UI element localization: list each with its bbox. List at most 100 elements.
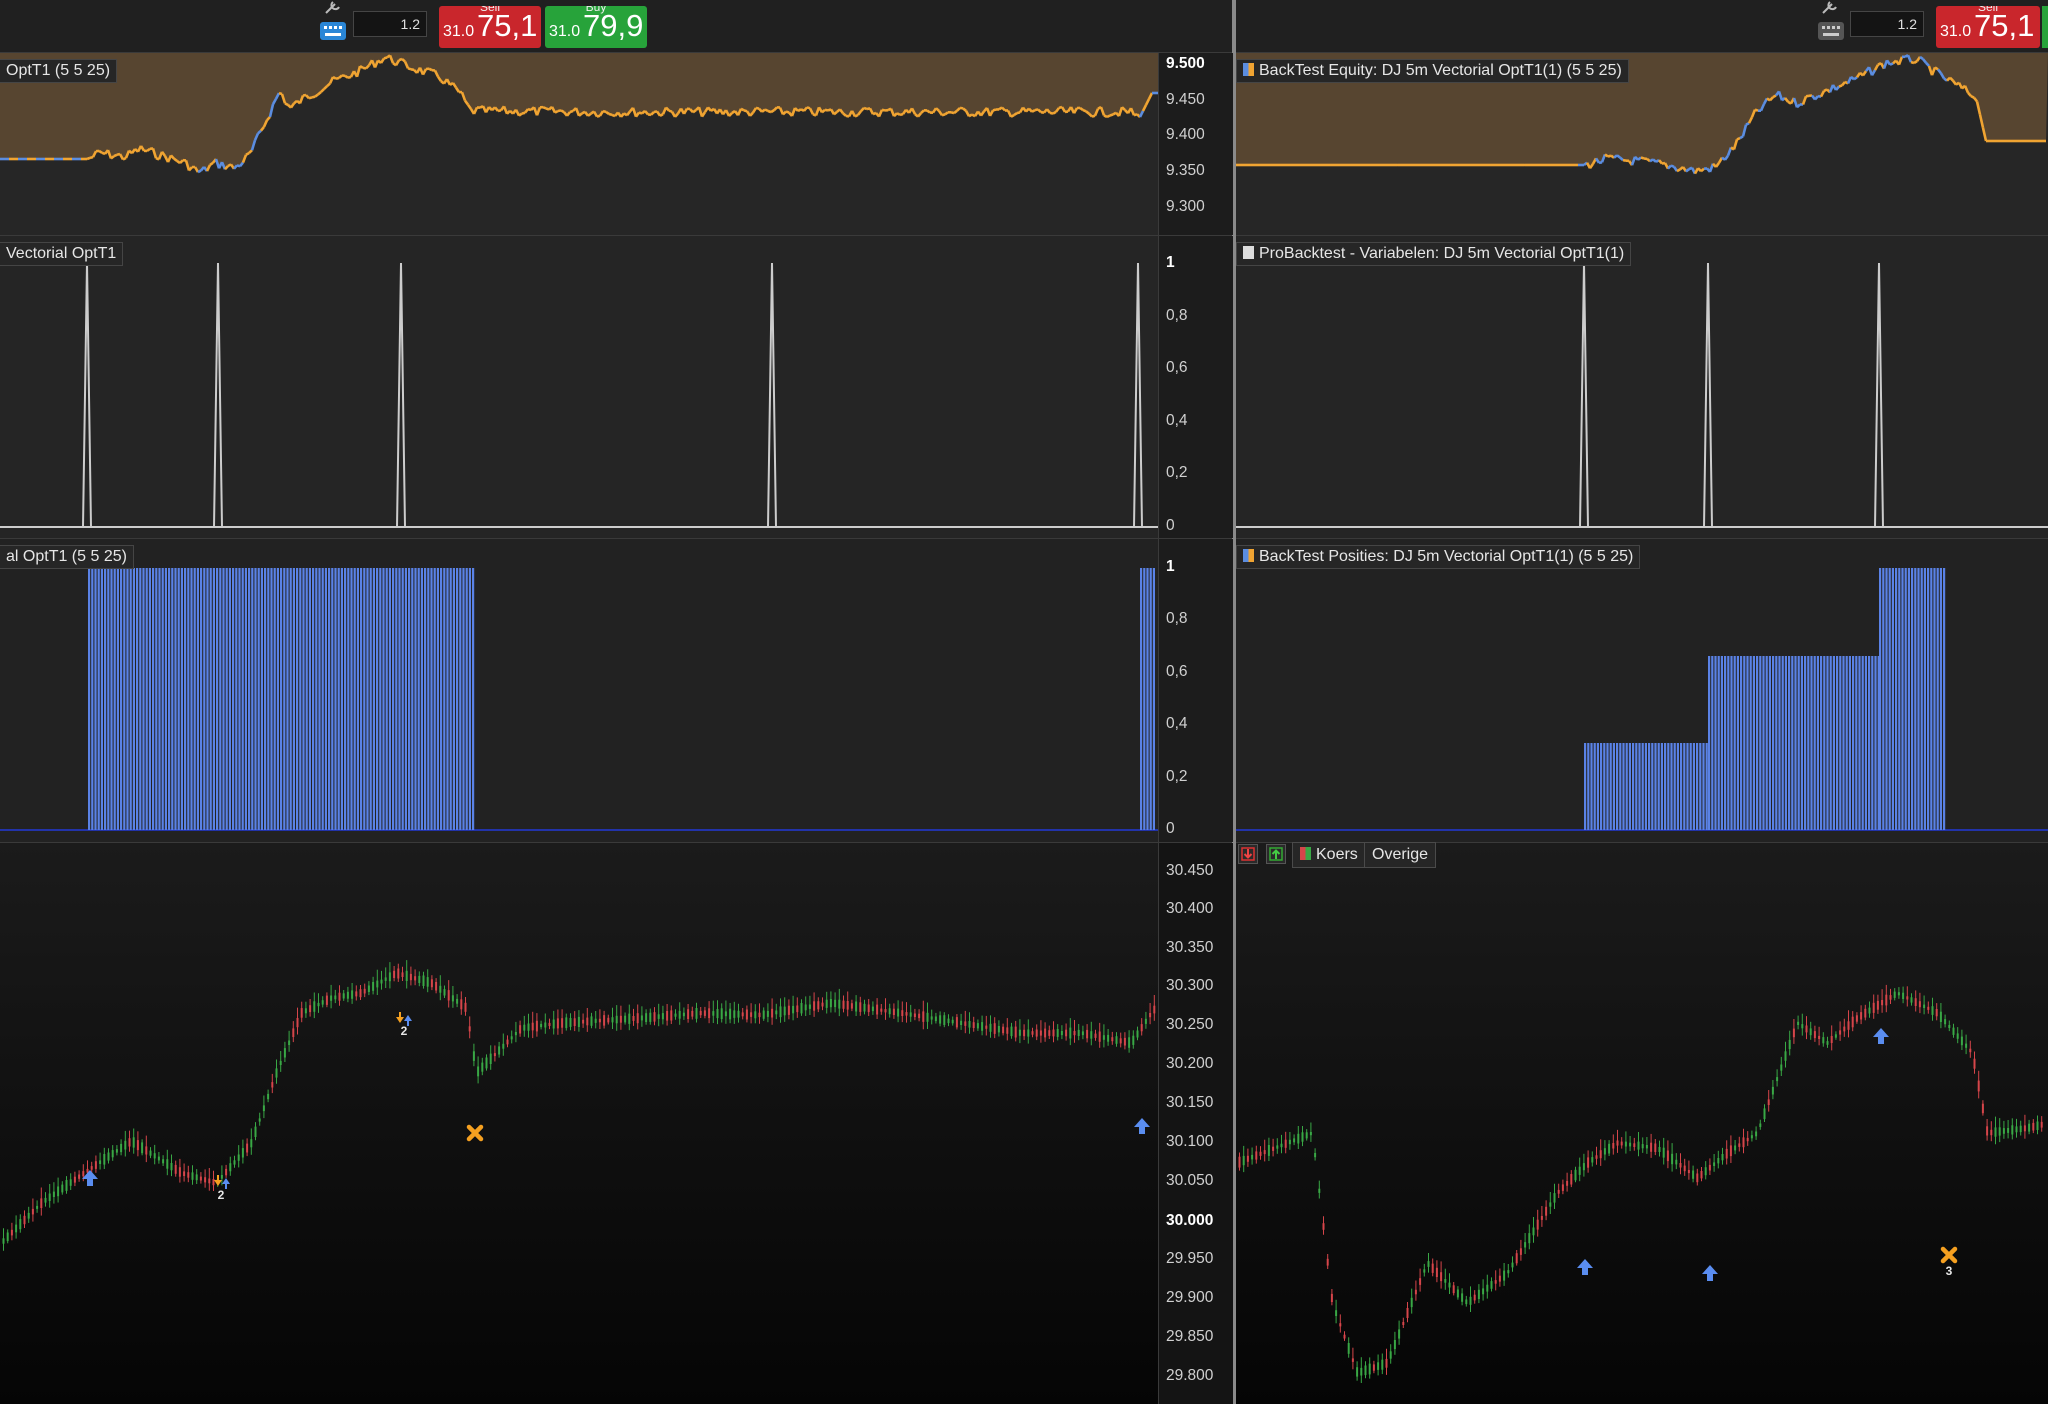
positions-axis[interactable]: 1 0,8 0,6 0,4 0,2 0 — [1158, 539, 1233, 842]
equity-line-segment — [842, 112, 847, 117]
download-icon[interactable] — [1238, 844, 1258, 864]
right-price-panel[interactable]: 3 — [1236, 843, 2048, 1404]
position-bar — [472, 568, 475, 830]
equity-line-segment — [800, 108, 805, 113]
candle-body — [1536, 1219, 1539, 1230]
right-positions-panel[interactable]: BackTest Posities: DJ 5m Vectorial OptT1… — [1236, 539, 2048, 842]
panel-separator[interactable] — [0, 235, 1232, 236]
position-bar — [100, 568, 103, 830]
equity-line-segment — [565, 111, 572, 117]
equity-line-segment — [466, 103, 473, 110]
wrench-icon[interactable] — [1820, 0, 1842, 14]
position-bar — [1632, 743, 1635, 830]
position-bar — [443, 568, 446, 830]
candle-body — [27, 1212, 30, 1219]
candle-body — [283, 1048, 286, 1058]
equity-line-segment — [854, 113, 859, 118]
equity-line-segment — [1934, 66, 1939, 71]
position-bar — [177, 568, 180, 830]
equity-line-segment — [1667, 164, 1672, 170]
candle-body — [817, 1001, 820, 1010]
panel-separator[interactable] — [0, 842, 1232, 843]
sell-button[interactable]: Sell 31.0 75,1 — [439, 6, 541, 48]
candle-body — [779, 1006, 782, 1018]
position-bar — [267, 568, 270, 830]
panel-separator[interactable] — [1236, 235, 2048, 236]
position-bar — [1680, 743, 1683, 830]
equity-line-segment — [403, 60, 410, 69]
variable-spike — [1579, 262, 1589, 528]
position-bar — [395, 568, 398, 830]
equity-line-segment — [379, 57, 386, 64]
position-bar — [270, 568, 273, 830]
equity-label: OptT1 (5 5 25) — [0, 59, 118, 83]
equity-line-segment — [293, 99, 298, 105]
position-bar — [280, 568, 283, 830]
equity-line-segment — [460, 91, 467, 102]
buy-button[interactable]: Buy 31.0 79,9 — [545, 6, 647, 48]
position-bar — [1848, 656, 1851, 830]
candle-body — [842, 1000, 845, 1009]
candle-body — [1136, 1030, 1139, 1038]
candle-body — [1364, 1365, 1367, 1376]
equity-line-segment — [289, 102, 296, 109]
candle-body — [2007, 1128, 2010, 1133]
candle-body — [1742, 1137, 1745, 1148]
upload-icon[interactable] — [1266, 844, 1286, 864]
position-bar — [1619, 743, 1622, 830]
equity-line-segment — [1850, 75, 1855, 81]
equity-axis[interactable]: 9.500 9.450 9.400 9.350 9.300 — [1158, 53, 1233, 235]
candle-body — [477, 1066, 480, 1077]
candle-body — [1482, 1288, 1485, 1295]
left-variables-panel[interactable]: Vectorial OptT1 — [0, 236, 1158, 538]
position-bar — [94, 568, 97, 830]
price-axis[interactable]: 30.450 30.400 30.350 30.300 30.250 30.20… — [1158, 843, 1233, 1404]
tab-overige[interactable]: Overige — [1364, 842, 1437, 868]
candle-body — [460, 999, 463, 1010]
right-equity-panel[interactable]: BackTest Equity: DJ 5m Vectorial OptT1(1… — [1236, 53, 2048, 235]
equity-line-segment — [268, 103, 275, 118]
variable-spike — [767, 262, 777, 528]
candle-body — [993, 1023, 996, 1034]
variable-spike — [82, 262, 92, 528]
window-divider[interactable] — [1232, 0, 1236, 1404]
variables-axis[interactable]: 1 0,8 0,6 0,4 0,2 0 — [1158, 236, 1233, 538]
candle-body — [1498, 1275, 1501, 1282]
order-toolbar-left: 1.2 Sell 31.0 75,1 Buy 31.0 79,9 — [0, 0, 1232, 53]
equity-line-segment — [545, 107, 550, 111]
panel-separator[interactable] — [1236, 842, 2048, 843]
candle-body — [1683, 1165, 1686, 1172]
right-variables-panel[interactable]: ProBacktest - Variabelen: DJ 5m Vectoria… — [1236, 236, 2048, 538]
position-bar — [1584, 743, 1587, 830]
candle-body — [1339, 1323, 1342, 1327]
sell-button[interactable]: Sell 31.0 75,1 — [1936, 6, 2040, 48]
candle-body — [695, 1008, 698, 1019]
candle-body — [1098, 1031, 1101, 1042]
panel-separator[interactable] — [1236, 538, 2048, 539]
left-equity-panel[interactable]: OptT1 (5 5 25) — [0, 53, 1158, 235]
equity-line-segment — [250, 139, 257, 151]
buy-button[interactable] — [2042, 6, 2048, 48]
candle-body — [1952, 1027, 1955, 1035]
equity-line-segment — [1604, 153, 1609, 158]
equity-line-segment — [937, 110, 944, 117]
keyboard-icon[interactable] — [1818, 22, 1844, 40]
position-bar — [190, 568, 193, 830]
candle-body — [1238, 1156, 1241, 1168]
position-bar — [1765, 656, 1768, 830]
quantity-input[interactable]: 1.2 — [1850, 11, 1924, 37]
keyboard-icon[interactable] — [320, 22, 346, 40]
quantity-input[interactable]: 1.2 — [353, 11, 427, 37]
panel-separator[interactable] — [0, 538, 1232, 539]
position-bar — [171, 568, 174, 830]
position-bar — [1901, 568, 1904, 830]
position-bar — [1596, 743, 1599, 830]
candle-body — [1532, 1227, 1535, 1236]
candle-body — [804, 1004, 807, 1011]
wrench-icon[interactable] — [323, 0, 345, 14]
left-positions-panel[interactable]: al OptT1 (5 5 25) — [0, 539, 1158, 842]
equity-line-segment — [655, 110, 662, 117]
tab-koers[interactable]: Koers — [1292, 842, 1366, 868]
position-bar — [1612, 743, 1615, 830]
